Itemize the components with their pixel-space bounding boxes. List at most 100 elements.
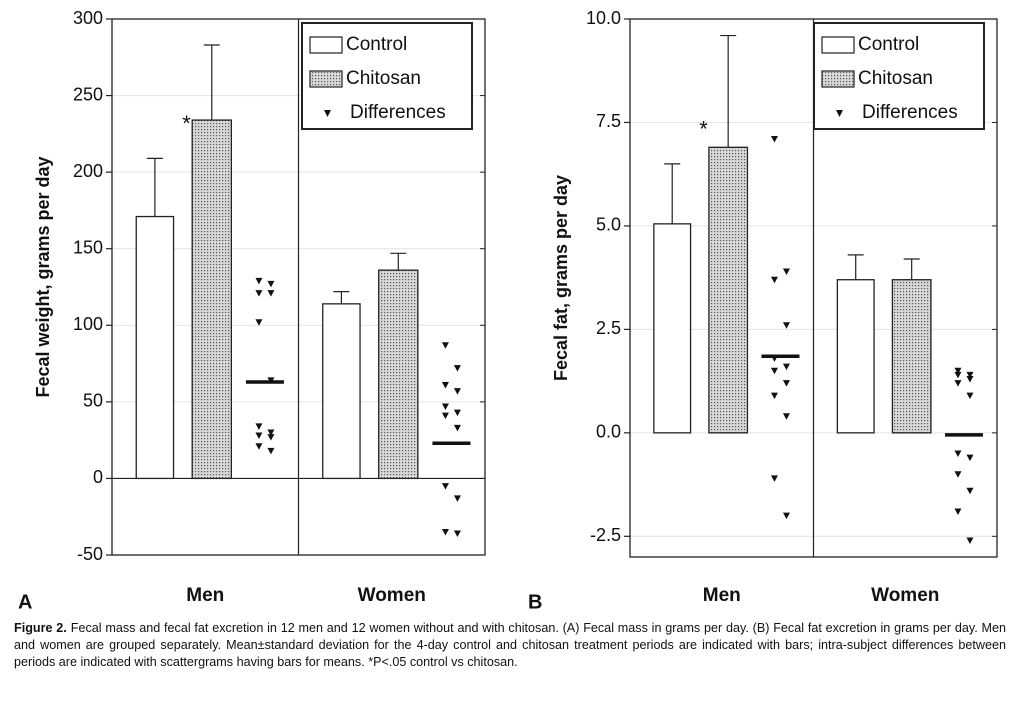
caption-label: Figure 2. xyxy=(14,621,67,635)
difference-point xyxy=(954,371,962,379)
caption-text: Fecal mass and fecal fat excretion in 12… xyxy=(14,621,1007,669)
difference-point xyxy=(770,136,778,143)
panel-letter: A xyxy=(18,591,32,613)
difference-point xyxy=(255,432,263,440)
difference-point xyxy=(770,475,778,482)
difference-point xyxy=(453,365,461,372)
y-tick-label: 5.0 xyxy=(596,215,621,235)
difference-point xyxy=(966,537,974,544)
difference-point xyxy=(966,392,974,400)
x-category-label: Men xyxy=(186,585,224,606)
difference-point xyxy=(441,342,449,349)
x-category-label: Women xyxy=(358,585,426,606)
bar xyxy=(191,119,233,480)
y-tick-label: 150 xyxy=(73,237,103,257)
difference-point xyxy=(770,392,778,400)
legend-label: Chitosan xyxy=(858,68,933,89)
y-tick-label: 100 xyxy=(73,314,103,334)
bar xyxy=(836,279,875,434)
legend-label: Control xyxy=(346,34,407,55)
x-category-label: Women xyxy=(871,585,939,606)
difference-point xyxy=(453,388,461,395)
error-bar xyxy=(847,254,864,280)
bar xyxy=(653,223,692,434)
legend-label: Chitosan xyxy=(346,68,421,89)
y-tick-label: 50 xyxy=(83,391,103,411)
difference-point xyxy=(453,424,461,432)
legend-label: Differences xyxy=(862,102,958,123)
y-tick-label: 2.5 xyxy=(596,318,621,338)
legend-swatch xyxy=(836,110,843,117)
difference-point xyxy=(255,443,263,450)
panel-letter: B xyxy=(528,591,542,613)
difference-point xyxy=(267,290,275,297)
legend-swatch xyxy=(821,70,855,88)
bar xyxy=(135,215,175,480)
y-tick-label: 0.0 xyxy=(596,422,621,442)
bar xyxy=(891,279,932,434)
difference-point xyxy=(782,363,790,371)
difference-point xyxy=(255,290,263,297)
difference-point xyxy=(441,529,449,536)
error-bar xyxy=(720,34,737,148)
y-tick-label: 7.5 xyxy=(596,111,621,131)
difference-point xyxy=(255,319,263,326)
error-bar xyxy=(333,290,350,304)
difference-point xyxy=(782,322,790,329)
legend-swatch xyxy=(324,110,331,117)
legend-swatch xyxy=(821,36,855,54)
difference-point xyxy=(267,434,275,441)
difference-point xyxy=(782,380,790,387)
difference-point xyxy=(954,508,962,515)
difference-point xyxy=(441,403,449,410)
difference-point xyxy=(966,371,974,379)
difference-point xyxy=(441,483,449,490)
difference-point xyxy=(441,412,449,420)
difference-point xyxy=(267,280,275,288)
significance-mark: * xyxy=(699,117,708,142)
bar xyxy=(322,303,361,480)
difference-point xyxy=(966,454,974,462)
difference-point xyxy=(782,512,790,520)
difference-point xyxy=(453,495,461,502)
difference-point xyxy=(255,277,263,285)
bar xyxy=(708,146,749,434)
y-tick-label: 250 xyxy=(73,84,103,104)
legend-label: Control xyxy=(858,34,919,55)
x-category-label: Men xyxy=(703,585,741,606)
difference-point xyxy=(267,447,275,455)
y-tick-label: 0 xyxy=(93,467,103,487)
error-bar xyxy=(390,252,407,271)
caption: Figure 2. Fecal mass and fecal fat excret… xyxy=(14,620,1006,671)
y-axis-label: Fecal fat, grams per day xyxy=(551,175,571,381)
difference-point xyxy=(453,530,461,538)
difference-point xyxy=(782,268,790,275)
difference-point xyxy=(782,413,790,420)
difference-point xyxy=(954,450,962,458)
bar xyxy=(378,269,419,480)
difference-point xyxy=(770,276,778,284)
difference-point xyxy=(954,471,962,478)
difference-point xyxy=(255,423,263,430)
difference-point xyxy=(966,487,974,495)
y-tick-label: -50 xyxy=(77,544,103,564)
error-bar xyxy=(903,258,920,280)
difference-point xyxy=(267,429,275,436)
y-tick-label: -2.5 xyxy=(590,525,621,545)
y-tick-label: 300 xyxy=(73,8,103,28)
difference-point xyxy=(954,367,962,375)
legend-swatch xyxy=(309,36,343,54)
error-bar xyxy=(664,163,681,224)
error-bar xyxy=(203,44,220,121)
legend-swatch xyxy=(309,70,343,88)
difference-point xyxy=(441,382,449,389)
difference-point xyxy=(954,380,962,387)
difference-point xyxy=(770,367,778,375)
error-bar xyxy=(146,157,163,217)
figure: -50 0 50 100 150 200 250 300 Fecal weight, grams… xyxy=(18,8,998,613)
legend-label: Differences xyxy=(350,102,446,123)
difference-point xyxy=(453,409,461,417)
significance-mark: * xyxy=(182,111,191,136)
y-tick-label: 200 xyxy=(73,161,103,181)
